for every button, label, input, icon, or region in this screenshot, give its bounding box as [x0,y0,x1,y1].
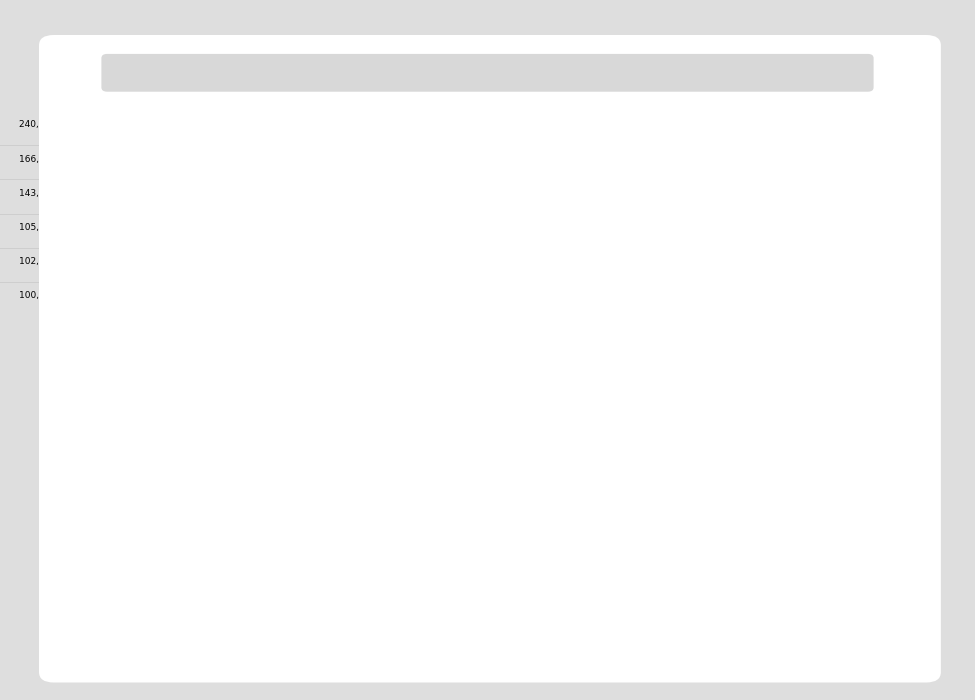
Text: 2%: 2% [808,478,827,488]
Text: 98%: 98% [812,598,837,608]
Text: 54 556: 54 556 [792,501,824,510]
Text: 87%: 87% [398,455,422,466]
Title: Qualité 98,2%: Qualité 98,2% [705,415,821,430]
Text: Chargement: Chargement [633,186,695,195]
FancyBboxPatch shape [609,530,626,545]
Text: 240,0 h: 240,0 h [20,120,54,130]
Text: 7,5%: 7,5% [748,199,777,209]
Wedge shape [821,137,904,302]
Text: 1 000: 1 000 [792,563,818,572]
FancyBboxPatch shape [609,246,626,260]
FancyBboxPatch shape [609,184,626,199]
Text: Quantité rebutée: Quantité rebutée [633,563,721,572]
Text: 143,1 h: 143,1 h [20,188,54,197]
Text: 66%: 66% [239,498,263,508]
Text: Nettoyage: Nettoyage [633,248,685,257]
Wedge shape [811,461,821,506]
Text: 75%: 75% [318,480,343,490]
Text: 105,7 h: 105,7 h [20,223,54,232]
Text: 47%: 47% [869,210,894,220]
Text: 17%: 17% [778,162,802,173]
Text: Autres: Autres [633,279,667,287]
Text: 166,0 h: 166,0 h [20,155,54,164]
Text: 102,4 h: 102,4 h [20,257,54,266]
Wedge shape [738,180,788,218]
Bar [321,239,359,328]
Wedge shape [748,137,821,202]
Wedge shape [738,461,904,626]
Text: 2,5 h: 2,5 h [778,279,800,287]
Text: 100,4 h: 100,4 h [20,290,54,300]
Text: Réglage COTE: Réglage COTE [633,155,704,164]
Bar [85,120,123,328]
FancyBboxPatch shape [609,215,626,230]
Text: Déchargement: Déchargement [633,217,708,226]
Bar [379,241,417,328]
FancyBboxPatch shape [609,276,626,291]
Text: 2,6 h: 2,6 h [778,186,800,195]
Text: 71%: 71% [159,488,184,498]
Text: 7,0 h: 7,0 h [778,155,800,164]
Title: TRS 70,1%: TRS 70,1% [207,92,295,106]
Text: 61%: 61% [80,509,104,519]
Text: 1,5 h: 1,5 h [778,217,800,226]
Text: 10%: 10% [751,232,775,242]
Wedge shape [753,241,834,302]
Bar [143,184,181,328]
Bar [203,204,241,328]
Text: 53 356: 53 356 [792,532,824,541]
Text: Quantité produite: Quantité produite [609,501,701,510]
Wedge shape [738,217,791,267]
Text: 18%: 18% [785,270,809,281]
FancyBboxPatch shape [609,561,626,575]
Title: Arrêts: Arrêts [737,92,789,106]
Text: 1,1 h: 1,1 h [778,248,800,257]
Text: Quantité bonne: Quantité bonne [633,532,713,541]
FancyBboxPatch shape [609,153,626,169]
Title: TRS 70,1%: TRS 70,1% [207,415,295,430]
Bar [261,237,299,328]
